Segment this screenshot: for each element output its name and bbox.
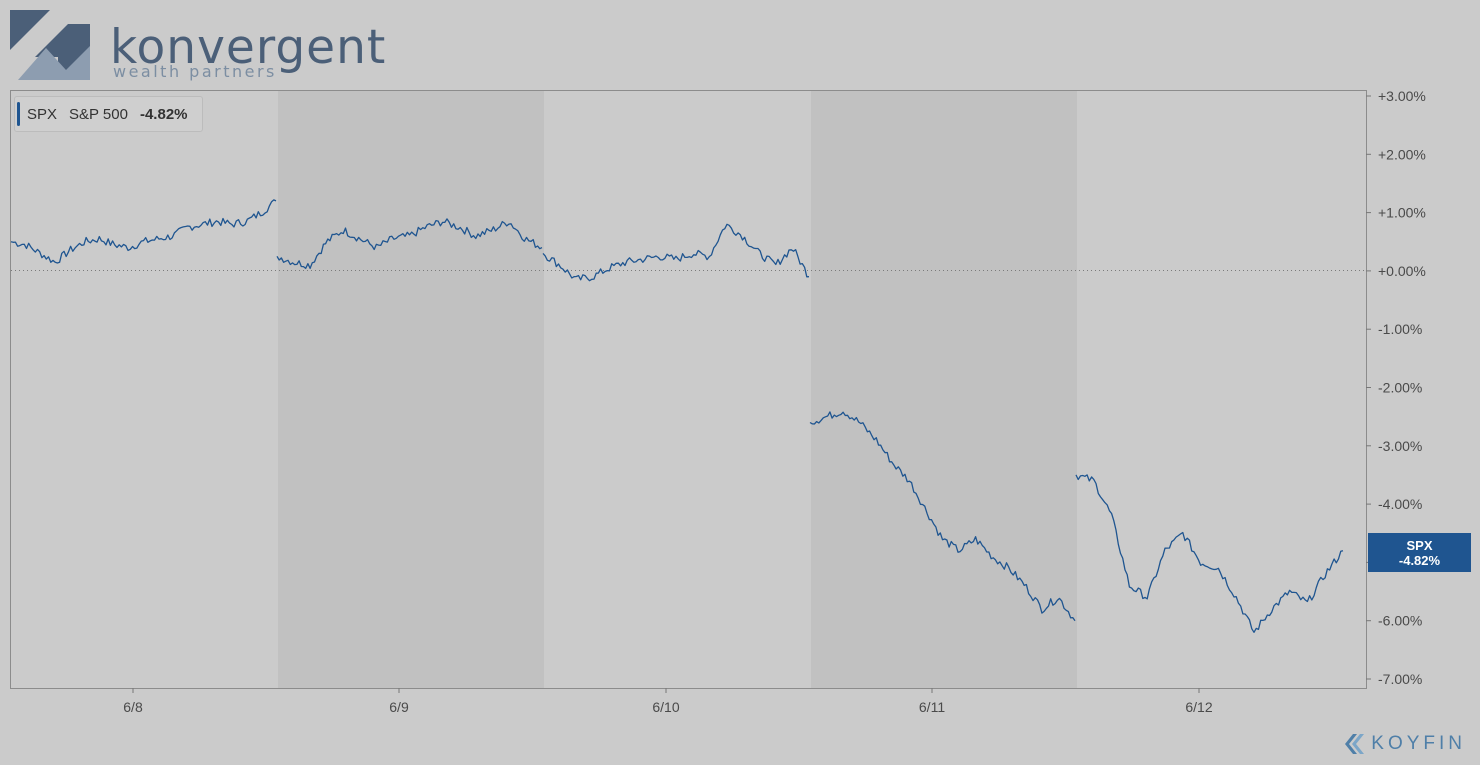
koyfin-brand: KOYFIN [1343,733,1466,755]
session-bands [11,91,1366,688]
koyfin-logo-icon [1345,734,1365,754]
session-band-3 [544,91,810,688]
legend-name: S&P 500 [69,105,128,123]
series-line-6-12 [1075,474,1344,633]
logo-tagline: wealth partners [113,62,277,81]
y-tick-label: +1.00% [1378,205,1426,221]
brand-name: KOYFIN [1371,733,1466,754]
last-value-tag: SPX -4.82% [1368,533,1471,572]
y-tick-label: -6.00% [1378,613,1422,629]
plot-frame [10,90,1367,689]
legend-ticker: SPX [27,105,58,123]
legend-change: -4.82% [139,105,188,123]
y-tick-label: -3.00% [1378,438,1422,454]
x-tick-label: 6/9 [389,699,409,715]
y-tick-label: +3.00% [1378,88,1426,104]
x-tick-label: 6/10 [652,699,679,715]
series-group [10,199,1344,633]
x-tick-label: 6/8 [123,699,143,715]
y-tick-label: -1.00% [1378,321,1422,337]
x-tick-label: 6/11 [919,699,945,715]
price-tag-ticker: SPX [1406,537,1433,553]
x-tick-label: 6/12 [1185,699,1212,715]
series-legend[interactable]: SPX S&P 500 -4.82% [14,96,203,132]
session-band-4 [811,91,1077,688]
y-tick-label: -4.00% [1378,496,1422,512]
logo-mark-icon [10,10,90,80]
y-tick-label: +0.00% [1378,263,1426,279]
series-line-6-11 [809,411,1076,622]
y-tick-label: -7.00% [1378,671,1422,687]
price-tag-change: -4.82% [1398,552,1441,568]
series-line-6-8 [10,199,277,264]
logo-name: konvergent [110,20,387,75]
y-tick-label: +2.00% [1378,146,1426,162]
y-axis: +3.00% +2.00% +1.00% +0.00% -1.00% -2.00% -3.0… [1366,88,1426,687]
series-line-6-9 [276,218,543,270]
session-band-1 [11,91,277,688]
y-tick-label: -2.00% [1378,380,1422,396]
session-band-5 [1077,91,1366,688]
x-axis: 6/8 6/9 6/10 6/11 6/12 [123,688,1213,715]
session-band-2 [278,91,544,688]
series-line-6-10 [542,223,810,282]
